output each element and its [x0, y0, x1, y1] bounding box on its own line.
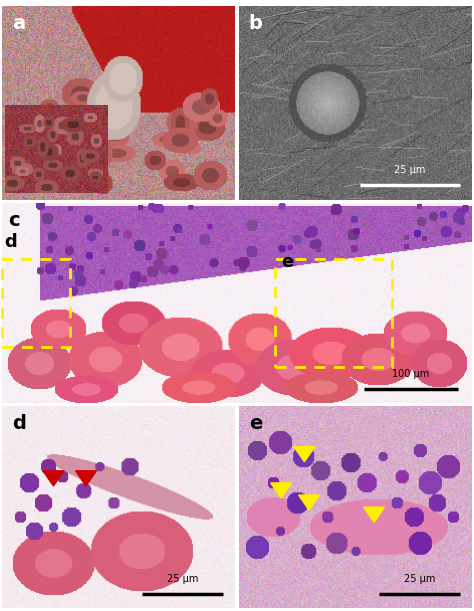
Text: b: b [249, 14, 263, 33]
Polygon shape [271, 483, 292, 498]
Text: d: d [12, 414, 26, 433]
Text: 25 μm: 25 μm [404, 574, 435, 584]
Text: 100 μm: 100 μm [392, 369, 429, 379]
Text: e: e [249, 414, 262, 433]
Text: c: c [8, 211, 19, 230]
Polygon shape [299, 495, 319, 510]
Polygon shape [43, 471, 64, 486]
Text: 25 μm: 25 μm [394, 165, 426, 175]
Text: e: e [282, 253, 294, 271]
Text: 25 μm: 25 μm [167, 574, 198, 584]
Text: d: d [5, 233, 18, 251]
Polygon shape [75, 471, 96, 486]
Polygon shape [294, 447, 315, 462]
Polygon shape [364, 507, 384, 522]
Bar [2, 259, 71, 347]
Text: a: a [12, 14, 25, 33]
Bar [274, 259, 392, 367]
